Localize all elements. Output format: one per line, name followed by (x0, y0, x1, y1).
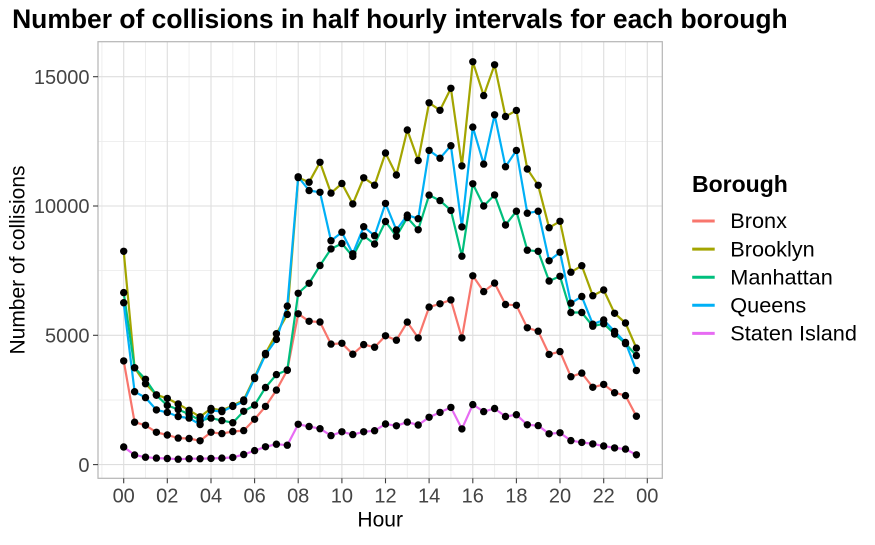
svg-text:12: 12 (374, 486, 396, 508)
svg-text:Manhattan: Manhattan (730, 264, 833, 289)
svg-text:Brooklyn: Brooklyn (730, 236, 814, 261)
svg-text:04: 04 (200, 486, 222, 508)
svg-text:Hour: Hour (357, 509, 403, 532)
svg-text:22: 22 (593, 486, 615, 508)
svg-text:Borough: Borough (692, 171, 788, 197)
svg-text:Queens: Queens (730, 293, 806, 318)
svg-text:Number of collisions: Number of collisions (7, 165, 30, 354)
svg-text:Staten Island: Staten Island (730, 321, 857, 346)
svg-text:14: 14 (418, 486, 440, 508)
svg-text:16: 16 (462, 486, 484, 508)
svg-text:02: 02 (156, 486, 178, 508)
svg-text:15000: 15000 (34, 67, 90, 89)
svg-text:10000: 10000 (34, 196, 90, 218)
svg-text:08: 08 (287, 486, 309, 508)
svg-text:0: 0 (78, 455, 89, 477)
svg-text:10: 10 (331, 486, 353, 508)
svg-text:5000: 5000 (45, 326, 90, 348)
svg-text:00: 00 (113, 486, 135, 508)
svg-text:Number of collisions in half h: Number of collisions in half hourly inte… (12, 4, 788, 34)
svg-text:18: 18 (505, 486, 527, 508)
svg-text:00: 00 (636, 486, 658, 508)
svg-text:20: 20 (549, 486, 571, 508)
svg-text:Bronx: Bronx (730, 208, 787, 233)
svg-text:06: 06 (243, 486, 265, 508)
